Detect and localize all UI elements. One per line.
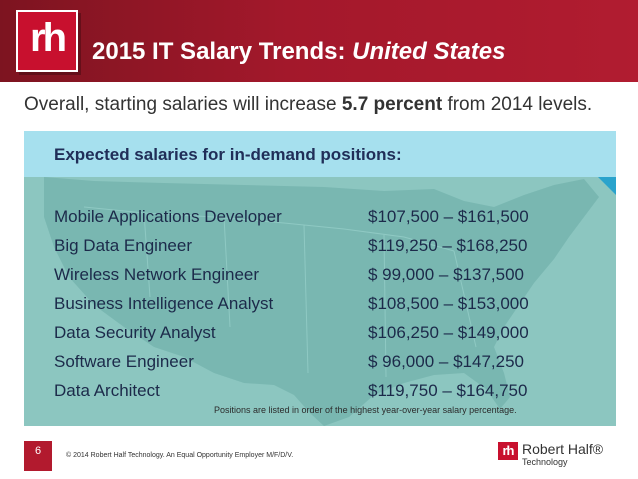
subtitle-before: Overall, starting salaries will increase bbox=[24, 94, 342, 115]
table-row: Wireless Network Engineer $ 99,000 – $137… bbox=[54, 265, 594, 294]
subtitle: Overall, starting salaries will increase… bbox=[24, 94, 592, 116]
salary-range: $ 99,000 – $137,500 bbox=[368, 265, 524, 284]
subtitle-highlight: 5.7 percent bbox=[341, 94, 443, 115]
salary-panel bbox=[24, 177, 616, 426]
title-emphasis: United States bbox=[352, 38, 506, 65]
position-name: Data Architect bbox=[54, 381, 160, 400]
salary-range: $107,500 – $161,500 bbox=[368, 207, 529, 226]
table-row: Business Intelligence Analyst $108,500 – … bbox=[54, 294, 594, 323]
subtitle-after: from 2014 levels. bbox=[442, 94, 593, 115]
corner-accent-icon bbox=[598, 177, 616, 195]
copyright-text: © 2014 Robert Half Technology. An Equal … bbox=[66, 452, 294, 459]
brand-subtitle: Technology bbox=[522, 457, 568, 467]
logo-text: rh bbox=[30, 15, 67, 60]
panel-heading-band bbox=[24, 131, 616, 177]
position-name: Software Engineer bbox=[54, 352, 194, 371]
table-row: Data Security Analyst $106,250 – $149,000 bbox=[54, 323, 594, 352]
brand-name: Robert Half® bbox=[522, 441, 604, 457]
table-row: Big Data Engineer $119,250 – $168,250 bbox=[54, 236, 594, 265]
position-name: Wireless Network Engineer bbox=[54, 265, 260, 284]
position-name: Mobile Applications Developer bbox=[54, 207, 282, 226]
table-row: Software Engineer $ 96,000 – $147,250 bbox=[54, 352, 594, 381]
salary-range: $119,250 – $168,250 bbox=[368, 236, 528, 255]
us-map-background bbox=[44, 177, 599, 426]
salary-range: $ 96,000 – $147,250 bbox=[368, 352, 524, 371]
table-row: Mobile Applications Developer $107,500 – … bbox=[54, 207, 594, 236]
footnote: Positions are listed in order of the hig… bbox=[214, 405, 517, 415]
robert-half-technology-logo: rh Robert Half® Technology bbox=[498, 440, 618, 470]
position-name: Business Intelligence Analyst bbox=[54, 294, 274, 313]
salary-range: $108,500 – $153,000 bbox=[368, 294, 529, 313]
panel-heading: Expected salaries for in-demand position… bbox=[54, 145, 402, 164]
salary-range: $119,750 – $164,750 bbox=[368, 381, 528, 400]
header-band: rh 2015 IT Salary Trends: United States bbox=[0, 0, 638, 82]
table-row: Data Architect $119,750 – $164,750 bbox=[54, 381, 594, 410]
position-name: Data Security Analyst bbox=[54, 323, 216, 342]
salary-range: $106,250 – $149,000 bbox=[368, 323, 529, 342]
page-title: 2015 IT Salary Trends: United States bbox=[92, 38, 506, 66]
brand-mark: rh bbox=[498, 442, 518, 460]
position-name: Big Data Engineer bbox=[54, 236, 192, 255]
salary-table: Mobile Applications Developer $107,500 – … bbox=[54, 207, 594, 410]
page-number: 6 bbox=[24, 441, 52, 471]
robert-half-logo: rh bbox=[16, 10, 78, 72]
title-prefix: 2015 IT Salary Trends: bbox=[92, 38, 353, 65]
